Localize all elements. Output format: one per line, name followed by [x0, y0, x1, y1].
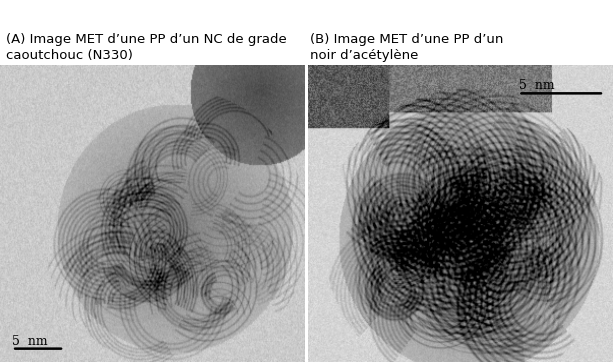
Text: (A) Image MET d’une PP d’un NC de grade
caoutchouc (N330): (A) Image MET d’une PP d’un NC de grade … [6, 33, 287, 62]
Text: 5  nm: 5 nm [519, 79, 554, 92]
Text: 5  nm: 5 nm [12, 335, 48, 348]
Text: (B) Image MET d’une PP d’un
noir d’acétylène: (B) Image MET d’une PP d’un noir d’acéty… [310, 33, 503, 62]
